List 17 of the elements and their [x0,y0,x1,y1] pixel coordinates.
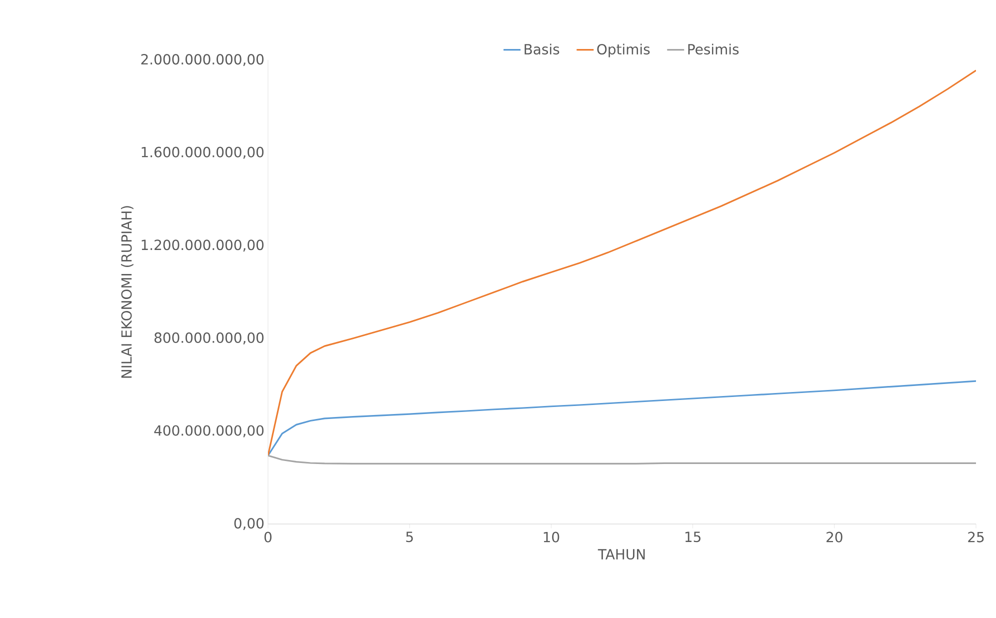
legend-label: Pesimis [688,44,739,55]
x-axis-title: TAHUN [598,549,645,560]
y-tick-label: 1.600.000.000,00 [142,146,264,159]
y-tick-label: 800.000.000,00 [154,332,264,344]
legend-label: Optimis [597,44,650,58]
y-tick-label: 400.000.000,00 [154,425,264,438]
x-tick-label: 20 [826,532,842,542]
x-tick-label: 25 [968,532,984,542]
y-tick-label: 1.200.000.000,00 [142,240,264,252]
x-tick-label: 5 [406,532,413,542]
y-axis-title: NILAI EKONOMI (RUPIAH) [120,206,134,378]
y-tick-label: 0,00 [234,518,264,530]
y-tick-label: 2.000.000.000,00 [141,54,264,66]
x-tick-label: 15 [685,532,700,542]
x-tick-label: 10 [544,532,560,542]
x-tick-label: 0 [264,532,272,542]
legend-label: Basis [524,44,560,55]
